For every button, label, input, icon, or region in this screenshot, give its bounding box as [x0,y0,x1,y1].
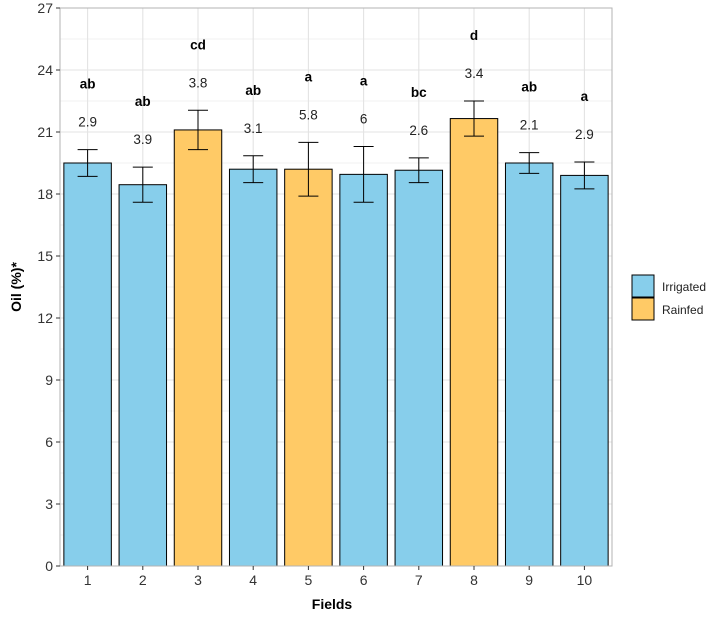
legend-label-rainfed: Rainfed [662,303,703,317]
significance-letter: a [581,89,589,104]
cv-label: 3.9 [133,132,152,147]
significance-letter: ab [245,83,261,98]
x-tick-label: 3 [194,572,202,588]
x-tick-label: 5 [305,572,313,588]
bar-field-6 [339,173,388,567]
y-axis: 0 3 6 9 12 15 18 21 24 27 [37,0,60,574]
y-tick-label: 21 [37,124,53,140]
bar-field-5 [284,168,333,567]
y-tick-label: 15 [37,248,53,264]
cv-label: 3.8 [189,75,208,90]
x-tick-label: 10 [577,572,593,588]
x-tick-label: 8 [470,572,478,588]
y-tick-label: 27 [37,0,53,16]
bar-field-10 [560,174,609,567]
y-tick-label: 0 [45,558,53,574]
bar-field-3 [173,129,223,567]
bar-field-2 [118,184,168,567]
x-tick-label: 1 [84,572,92,588]
significance-letter: d [470,28,478,43]
cv-label: 5.8 [299,107,318,122]
y-tick-label: 9 [45,372,53,388]
cv-label: 3.4 [465,66,484,81]
significance-letter: a [360,73,368,88]
legend-key-irrigated [631,274,655,298]
y-tick-label: 3 [45,496,53,512]
y-tick-label: 18 [37,186,53,202]
cv-label: 3.1 [244,121,263,136]
cv-label: 2.6 [409,123,428,138]
bar-layer [63,100,609,567]
significance-letter: bc [411,85,427,100]
significance-letter: cd [190,37,206,52]
cv-label: 2.1 [520,118,539,133]
cv-label: 2.9 [575,127,594,142]
panel-border [59,7,613,567]
legend: Irrigated Rainfed [631,274,706,321]
x-tick-label: 6 [360,572,368,588]
cv-label: 6 [360,111,368,126]
y-tick-label: 6 [45,434,53,450]
y-axis-title: Oil (%)* [8,262,24,312]
significance-letter: ab [80,77,96,92]
x-axis: 1 2 3 4 5 6 7 8 9 10 [84,566,593,588]
x-tick-label: 9 [525,572,533,588]
x-axis-title: Fields [312,596,353,612]
significance-letter: ab [521,80,537,95]
bar-field-7 [394,169,444,567]
x-tick-label: 2 [139,572,147,588]
x-tick-label: 4 [249,572,257,588]
significance-letter: ab [135,94,151,109]
bar-field-8 [449,118,499,567]
cv-label: 2.9 [78,115,97,130]
legend-label-irrigated: Irrigated [662,280,706,294]
significance-letter: a [305,69,313,84]
y-tick-label: 12 [37,310,53,326]
x-tick-label: 7 [415,572,423,588]
annotation-layer: 2.9 ab 3.9 ab 3.8 cd 3.1 ab 5.8 a 6 a 2.6 bc 3.4 d 2.1 ab… [78,28,594,147]
bar-field-1 [63,162,112,567]
bar-field-4 [228,168,278,567]
y-tick-label: 24 [37,62,53,78]
bar-field-9 [504,162,554,567]
legend-key-rainfed [631,297,655,321]
